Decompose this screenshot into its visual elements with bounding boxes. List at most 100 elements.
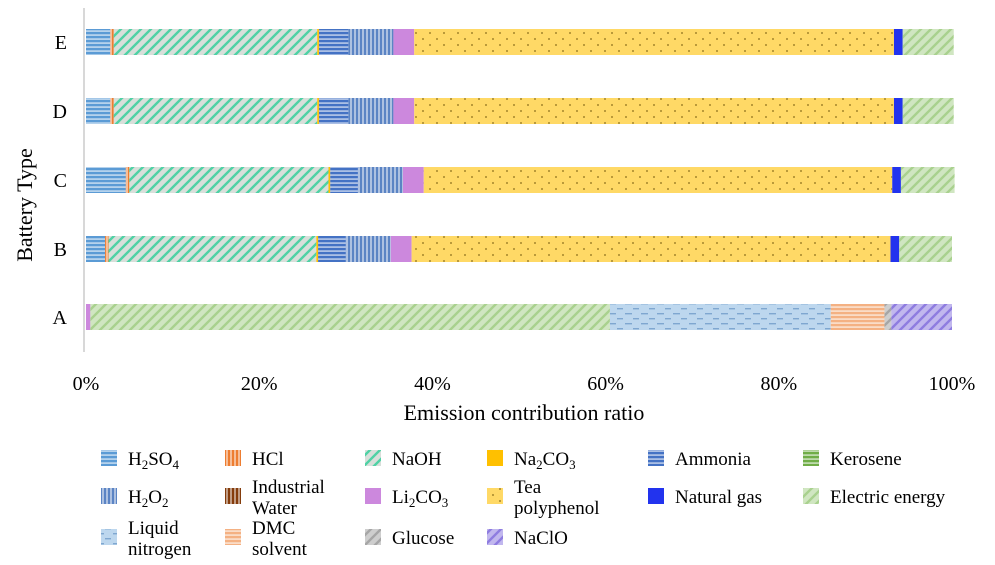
bar-E-na2co3 [317,29,319,55]
bar-A-li2co3 [86,304,91,330]
bar-B-hcl [105,236,109,262]
bar-E-electric-energy [902,29,954,55]
legend-swatch-na2co3 [487,450,503,466]
legend-label-industrial-water-line1: Industrial [252,477,325,498]
bar-B-h2so4 [86,236,106,262]
legend-item-li2co3: Li2CO3 [365,487,448,510]
x-tick-label-20-: 20% [241,373,278,395]
legend-swatch-hcl [225,450,241,466]
bar-D-h2so4 [86,98,111,124]
legend-label-li2co3: Li2CO3 [392,487,448,510]
legend-item-kerosene: Kerosene [803,449,902,470]
legend-label-glucose: Glucose [392,528,454,549]
legend-item-ammonia: Ammonia [648,449,752,470]
bar-A-naclo [891,304,952,330]
bar-B-h2o2 [345,236,391,262]
legend-item-na2co3: Na2CO3 [487,449,576,472]
legend-label-tea-polyphenol-line2: polyphenol [514,498,600,519]
legend-item-hcl: HCl [225,449,284,470]
bar-D-electric-energy [902,98,954,124]
bar-B-li2co3 [390,236,412,262]
bar-B-ammonia [318,236,346,262]
bar-B-tea-polyphenol [411,236,891,262]
bar-E-tea-polyphenol [414,29,894,55]
legend-swatch-naclo [487,529,503,545]
y-tick-label-A: A [53,307,68,329]
bar-A-electric-energy [90,304,610,330]
bar-D-naoh [113,98,318,124]
legend-label-naclo: NaClO [514,528,568,549]
x-tick-label-60-: 60% [587,373,624,395]
bar-E-li2co3 [393,29,415,55]
bar-B-electric-energy [899,236,952,262]
legend-swatch-ammonia [648,450,664,466]
bar-D-tea-polyphenol [414,98,894,124]
legend-label-naoh: NaOH [392,449,442,470]
bar-B-natural-gas [890,236,900,262]
bar-A-liquid-nitrogen [609,304,831,330]
bar-E-hcl [110,29,114,55]
bar-B-na2co3 [316,236,319,262]
legend-swatch-glucose [365,529,381,545]
legend-item-electric-energy: Electric energy [803,487,946,508]
x-tick-label-100-: 100% [929,373,976,395]
bar-D-h2o2 [348,98,394,124]
bar-E-h2o2 [348,29,394,55]
legend-swatch-electric-energy [803,488,819,504]
bar-E-natural-gas [893,29,903,55]
bar-C-hcl [125,167,130,193]
bar-C-natural-gas [892,167,901,193]
legend-label-electric-energy: Electric energy [830,487,946,508]
legend-label-h2o2: H2O2 [128,487,168,510]
bar-E-h2so4 [86,29,111,55]
legend-label-kerosene: Kerosene [830,449,902,470]
legend-swatch-tea-polyphenol [487,488,503,504]
legend-swatch-li2co3 [365,488,381,504]
legend-item-h2o2: H2O2 [101,487,168,510]
y-tick-label-D: D [53,101,67,123]
legend-swatch-naoh [365,450,381,466]
bar-C-na2co3 [328,167,331,193]
x-tick-label-40-: 40% [414,373,451,395]
bar-D-li2co3 [393,98,415,124]
legend-label-hcl: HCl [252,449,284,470]
bar-C-h2so4 [86,167,126,193]
bar-C-electric-energy [900,167,955,193]
legend-label-natural-gas: Natural gas [675,487,762,508]
legend-label-dmc-solvent-line2: solvent [252,539,308,560]
legend-swatch-industrial-water [225,488,241,504]
legend-label-ammonia: Ammonia [675,449,752,470]
legend-label-dmc-solvent-line1: DMC [252,518,295,539]
x-tick-label-80-: 80% [760,373,797,395]
x-axis-title: Emission contribution ratio [404,400,645,425]
legend-swatch-h2o2 [101,488,117,504]
y-axis-title: Battery Type [12,148,37,262]
bar-A-dmc-solvent [830,304,885,330]
bar-E-naoh [113,29,318,55]
legend-swatch-liquid-nitrogen [101,529,117,545]
legend-swatch-dmc-solvent [225,529,241,545]
bar-D-natural-gas [893,98,903,124]
legend-label-liquid-nitrogen-line1: Liquid [128,518,179,539]
legend-label-liquid-nitrogen-line2: nitrogen [128,539,192,560]
legend-item-h2so4: H2SO4 [101,449,180,472]
legend-item-naoh: NaOH [365,449,442,470]
x-tick-label-0-: 0% [73,373,100,395]
legend-swatch-kerosene [803,450,819,466]
legend-swatch-h2so4 [101,450,117,466]
bar-C-h2o2 [357,167,403,193]
bar-C-naoh [129,167,329,193]
bar-D-hcl [110,98,114,124]
bar-C-ammonia [330,167,358,193]
bar-B-naoh [108,236,317,262]
legend-label-h2so4: H2SO4 [128,449,180,472]
legend-label-tea-polyphenol-line1: Tea [514,477,542,498]
bar-C-li2co3 [402,167,424,193]
y-tick-label-B: B [54,239,67,261]
legend-item-glucose: Glucose [365,528,454,549]
